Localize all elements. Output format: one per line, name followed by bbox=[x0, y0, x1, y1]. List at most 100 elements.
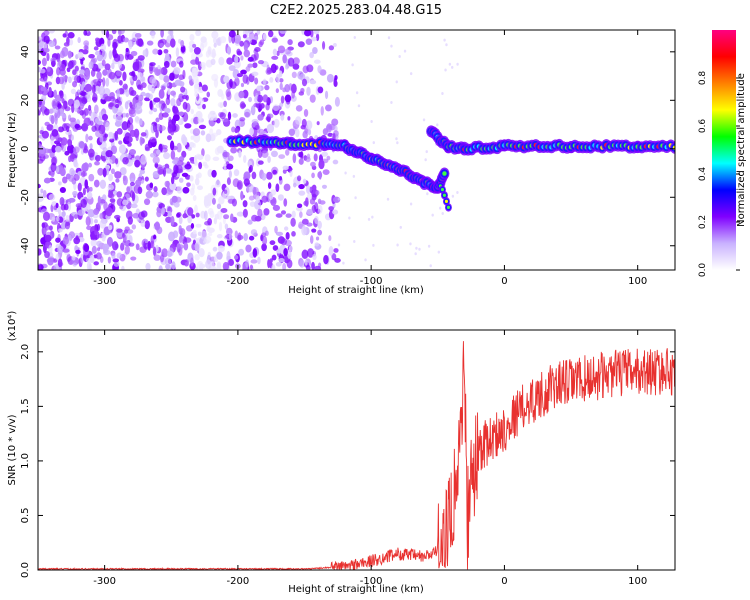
spectrogram-noise-cell bbox=[125, 89, 130, 97]
spectrogram-noise-cell bbox=[222, 151, 230, 158]
spectrogram-noise-cell bbox=[143, 198, 151, 206]
spectrogram-noise-cell bbox=[91, 84, 96, 94]
spectrogram-noise-cell bbox=[116, 191, 123, 198]
spectrogram-noise-cell bbox=[114, 130, 119, 141]
spectrogram-noise-cell bbox=[89, 254, 95, 264]
spectrogram-noise-cell bbox=[164, 60, 170, 69]
spectrogram-noise-cell bbox=[364, 258, 367, 262]
spectrogram-noise-cell bbox=[236, 211, 245, 217]
spectrogram-noise-cell bbox=[82, 187, 86, 196]
spectrogram-noise-cell bbox=[175, 47, 180, 58]
spectrogram-noise-cell bbox=[122, 71, 127, 82]
spectrogram-noise-cell bbox=[174, 79, 182, 86]
spectrogram-noise-cell bbox=[313, 153, 318, 162]
spectrogram-noise-cell bbox=[298, 183, 305, 190]
spectrogram-noise-cell bbox=[46, 52, 50, 62]
snr-y-tick-label: 1.0 bbox=[20, 453, 31, 469]
spectrogram-noise-cell bbox=[295, 105, 303, 112]
spectrogram-noise-cell bbox=[315, 190, 320, 196]
spectrogram-noise-cell bbox=[257, 59, 265, 65]
spectrogram-noise-cell bbox=[106, 34, 114, 41]
spectrogram-noise-cell bbox=[328, 245, 334, 256]
spectrogram-noise-cell bbox=[210, 58, 216, 66]
spectrogram-noise-cell bbox=[93, 261, 99, 266]
spectrogram-noise-cell bbox=[127, 116, 134, 125]
spectrogram-noise-cell bbox=[318, 159, 325, 170]
spectrogram-noise-cell bbox=[445, 43, 448, 47]
snr-y-tick-label: 1.5 bbox=[20, 398, 31, 414]
spectrogram-noise-cell bbox=[306, 64, 314, 73]
spectrogram-noise-cell bbox=[321, 184, 327, 189]
spectrogram-noise-cell bbox=[285, 231, 290, 240]
spectrogram-noise-cell bbox=[272, 204, 281, 212]
spectrogram-noise-cell bbox=[305, 156, 311, 163]
spectrogram-noise-cell bbox=[387, 36, 391, 40]
spectrogram-noise-cell bbox=[63, 100, 68, 110]
spectrogram-noise-cell bbox=[275, 249, 282, 254]
spectrogram-noise-cell bbox=[314, 242, 320, 247]
spectrogram-noise-cell bbox=[74, 99, 80, 109]
spectrogram-noise-cell bbox=[266, 69, 273, 74]
spectrogram-noise-cell bbox=[427, 244, 431, 248]
snr-x-label: Height of straight line (km) bbox=[288, 584, 424, 595]
spectrogram-noise-cell bbox=[190, 59, 198, 65]
spectrogram-noise-cell bbox=[332, 209, 339, 215]
spectrogram-noise-cell bbox=[243, 171, 251, 180]
spectrogram-noise-cell bbox=[97, 195, 101, 206]
spectrogram-noise-cell bbox=[267, 30, 274, 38]
spectrogram-noise-cell bbox=[84, 68, 91, 77]
spectrogram-noise-cell bbox=[429, 264, 432, 268]
spectrogram-noise-cell bbox=[94, 219, 98, 224]
spectrogram-noise-cell bbox=[97, 85, 106, 96]
spectrogram-noise-cell bbox=[169, 123, 175, 133]
spectrogram-noise-cell bbox=[170, 38, 176, 48]
spectrogram-noise-cell bbox=[252, 248, 258, 258]
spectrogram-noise-cell bbox=[190, 223, 195, 229]
spectrogram-noise-cell bbox=[148, 110, 153, 115]
spectrogram-noise-cell bbox=[213, 37, 217, 44]
spectrogram-noise-cell bbox=[93, 46, 99, 51]
spectrogram-noise-cell bbox=[234, 255, 239, 260]
spectrogram-noise-cell bbox=[249, 264, 254, 270]
spectrogram-noise-cell bbox=[205, 133, 212, 143]
spectrogram-noise-cell bbox=[279, 82, 283, 91]
spectrogram-noise-cell bbox=[122, 175, 128, 186]
spectrogram-noise-cell bbox=[272, 48, 278, 56]
spectrogram-noise-cell bbox=[72, 262, 77, 267]
spectrogram-noise-cell bbox=[237, 232, 242, 241]
spectrogram-noise-cell bbox=[240, 82, 245, 88]
spectrogram-noise-cell bbox=[312, 47, 318, 55]
spectrogram-noise-cell bbox=[85, 216, 91, 227]
spectrogram-noise-cell bbox=[181, 150, 187, 158]
spectrogram-noise-cell bbox=[254, 77, 259, 85]
spectrogram-noise-cell bbox=[155, 244, 159, 253]
spectrogram-noise-cell bbox=[168, 231, 176, 242]
spectrogram-noise-cell bbox=[176, 142, 182, 153]
spectrogram-noise-cell bbox=[48, 40, 56, 48]
spectrogram-noise-cell bbox=[105, 77, 110, 87]
spectrogram-noise-cell bbox=[310, 161, 316, 167]
spectrogram-noise-cell bbox=[409, 202, 413, 206]
spectrogram-noise-cell bbox=[72, 190, 78, 197]
spectrogram-noise-cell bbox=[126, 233, 131, 240]
spectrogram-noise-cell bbox=[38, 147, 46, 157]
spectrogram-noise-cell bbox=[252, 62, 258, 69]
snr-frame bbox=[37, 329, 676, 571]
spectrogram-noise-cell bbox=[112, 97, 117, 107]
spectrogram-noise-cell bbox=[190, 187, 195, 196]
spectrogram-noise-cell bbox=[317, 229, 323, 236]
spectrogram-noise-cell bbox=[103, 249, 111, 256]
spectrogram-noise-cell bbox=[171, 159, 178, 164]
spectrogram-noise-cell bbox=[198, 161, 203, 170]
spectrogram-noise-cell bbox=[242, 74, 249, 84]
spectrogram-noise-cell bbox=[317, 220, 322, 230]
spectrogram-noise-cell bbox=[456, 190, 459, 194]
spectrogram-noise-cell bbox=[144, 129, 149, 139]
spectrogram-noise-cell bbox=[243, 178, 250, 186]
colorbar-tick-label: 0.4 bbox=[698, 167, 708, 182]
spectrogram-noise-cell bbox=[269, 240, 276, 246]
spectrogram-noise-cell bbox=[238, 150, 242, 158]
spectrogram-noise-cell bbox=[165, 52, 170, 61]
spectrogram-noise-cell bbox=[190, 257, 194, 267]
spectrogram-noise-cell bbox=[296, 203, 303, 208]
